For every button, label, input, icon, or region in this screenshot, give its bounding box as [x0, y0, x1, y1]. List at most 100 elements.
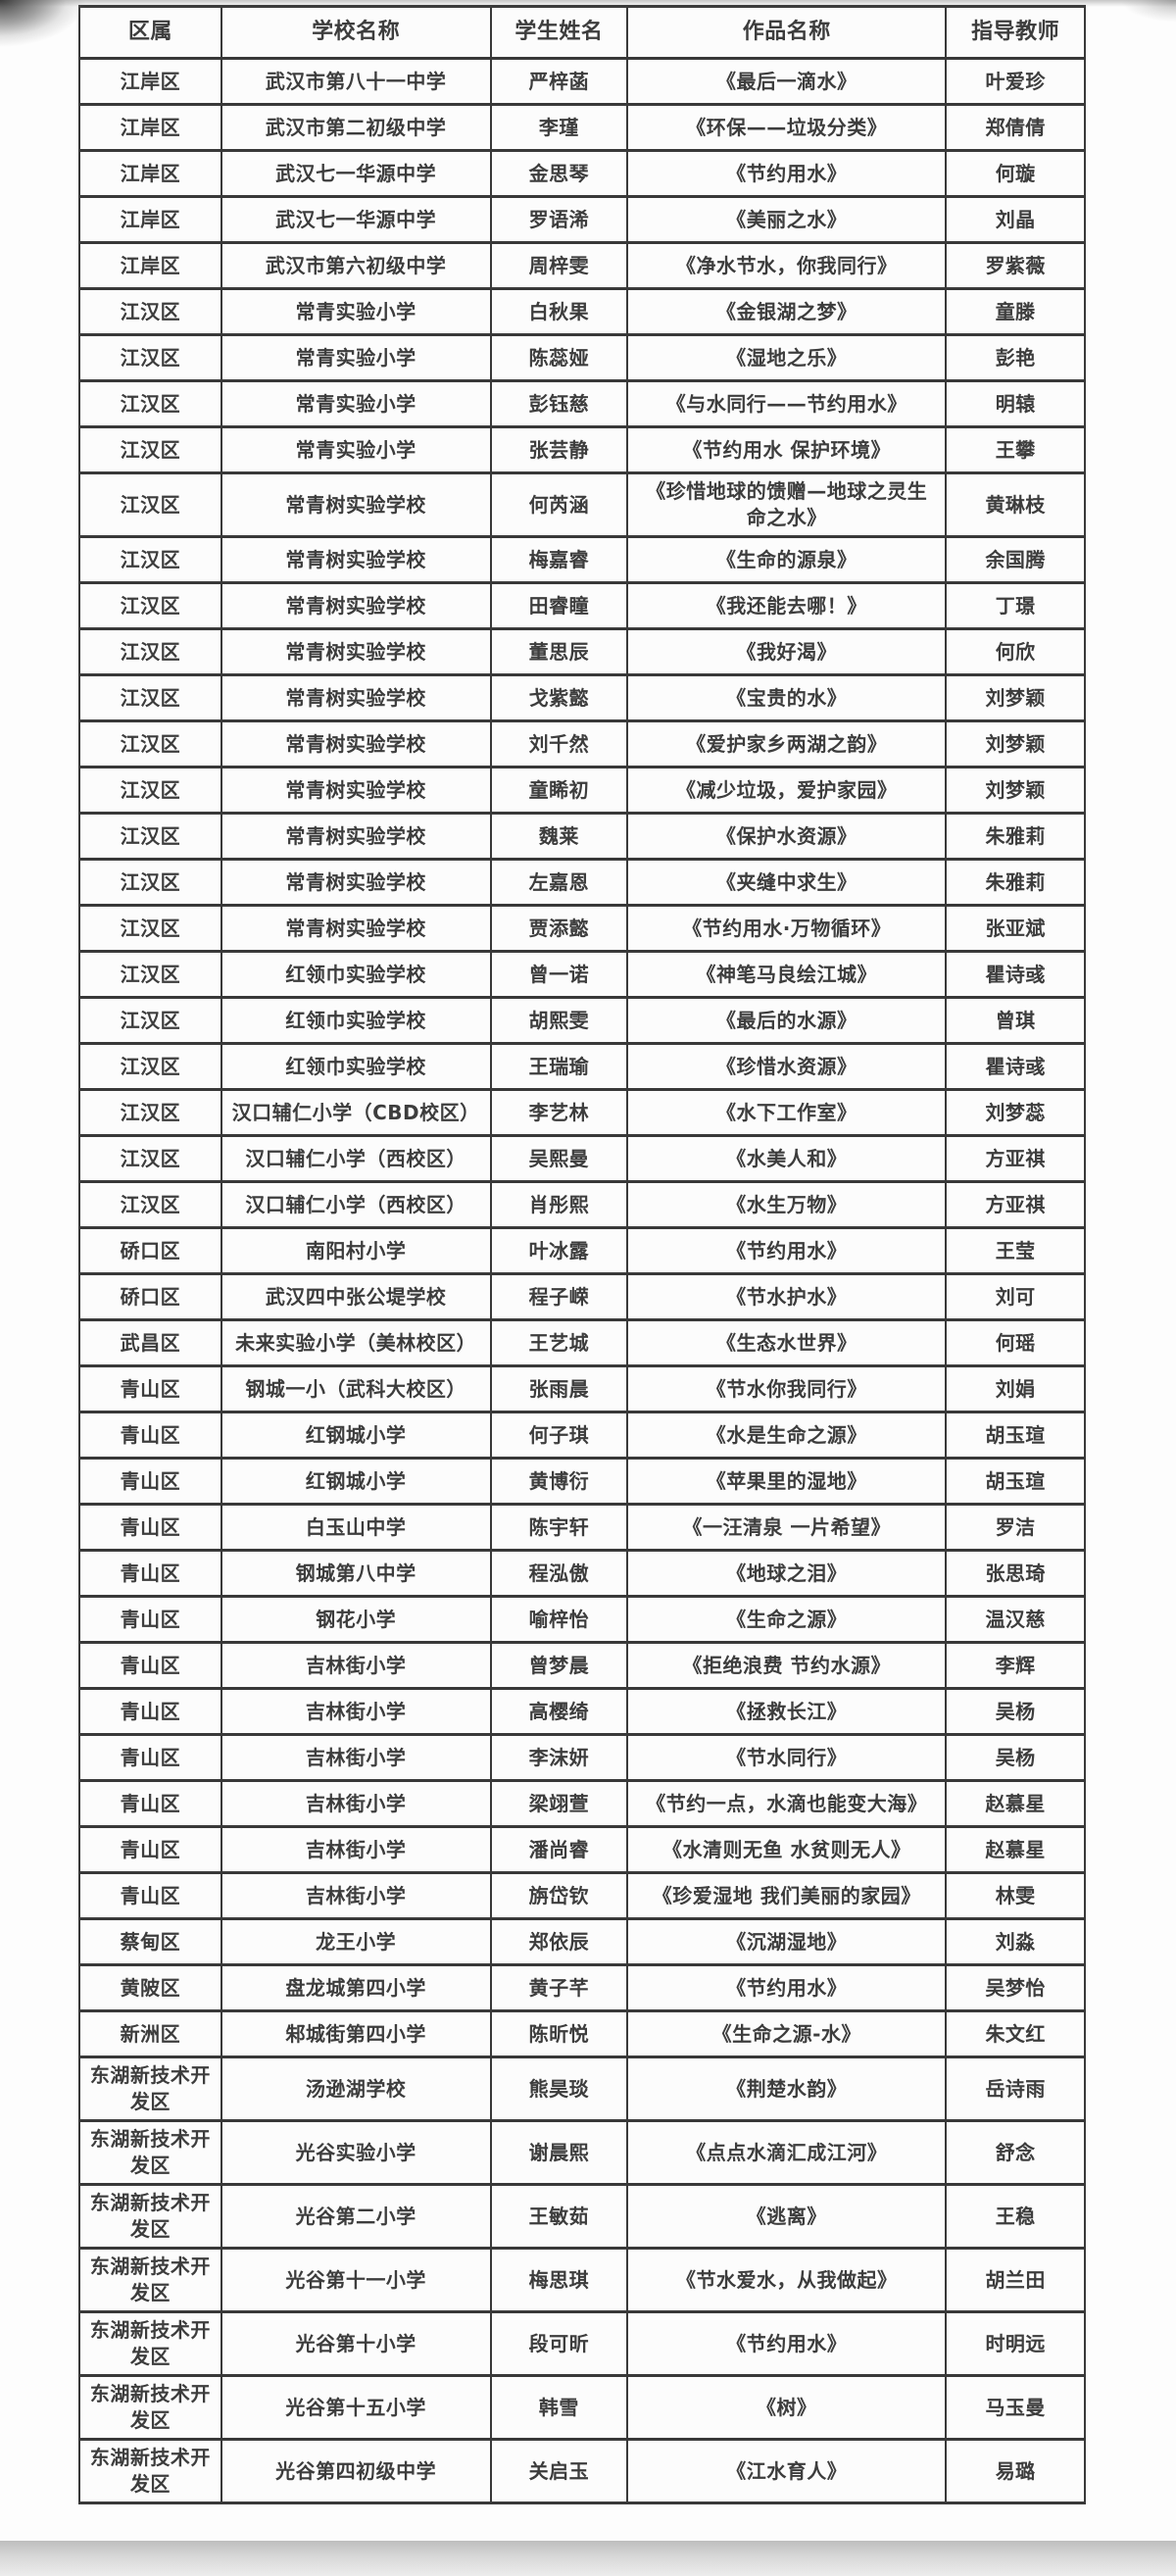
school-cell: 光谷第十一小学	[220, 2247, 492, 2313]
district-cell: 江汉区	[78, 1180, 222, 1229]
teacher-cell: 瞿诗彧	[945, 1042, 1086, 1091]
table-row: 江汉区 汉口辅仁小学（西校区） 吴熙曼 《水美人和》 方亚祺	[78, 1134, 1086, 1183]
school-cell: 武汉市第八十一中学	[220, 57, 492, 106]
work-title-cell: 《水生万物》	[626, 1180, 948, 1229]
student-name-cell: 韩雪	[489, 2374, 629, 2441]
student-name-cell: 黄博衍	[489, 1457, 629, 1506]
teacher-cell: 张思琦	[945, 1549, 1086, 1598]
school-cell: 红领巾实验学校	[220, 950, 492, 999]
table-row: 江汉区 红领巾实验学校 王瑞瑜 《珍惜水资源》 瞿诗彧	[78, 1042, 1086, 1091]
school-cell: 汉口辅仁小学（西校区）	[220, 1180, 492, 1229]
district-cell: 青山区	[78, 1595, 222, 1644]
table-row: 江汉区 常青树实验学校 童睎初 《减少垃圾，爱护家园》 刘梦颖	[78, 766, 1086, 815]
work-title-cell: 《神笔马良绘江城》	[626, 950, 948, 999]
district-cell: 黄陂区	[78, 1963, 222, 2012]
district-cell: 青山区	[78, 1364, 222, 1413]
teacher-cell: 刘梦颖	[945, 673, 1086, 722]
table-row: 江汉区 常青树实验学校 何芮涵 《珍惜地球的馈赠—地球之灵生命之水》 黄琳枝	[78, 471, 1086, 538]
school-cell: 白玉山中学	[220, 1503, 492, 1552]
school-cell: 吉林街小学	[220, 1641, 492, 1690]
teacher-cell: 方亚祺	[945, 1180, 1086, 1229]
district-cell: 青山区	[78, 1871, 222, 1920]
work-title-cell: 《最后的水源》	[626, 996, 948, 1045]
school-cell: 红领巾实验学校	[220, 996, 492, 1045]
teacher-cell: 胡玉瑄	[945, 1411, 1086, 1460]
table-row: 江汉区 常青树实验学校 戈紫懿 《宝贵的水》 刘梦颖	[78, 673, 1086, 722]
work-title-cell: 《拯救长江》	[626, 1687, 948, 1736]
school-cell: 钢花小学	[220, 1595, 492, 1644]
school-cell: 盘龙城第四小学	[220, 1963, 492, 2012]
student-name-cell: 彭钰慈	[489, 379, 629, 428]
student-name-cell: 李沫妍	[489, 1733, 629, 1782]
table-row: 江汉区 常青树实验学校 田睿瞳 《我还能去哪！》 丁璟	[78, 581, 1086, 630]
district-cell: 江汉区	[78, 719, 222, 768]
teacher-cell: 余国腾	[945, 535, 1086, 584]
student-name-cell: 段可昕	[489, 2310, 629, 2377]
table-row: 青山区 吉林街小学 旃岱钦 《珍爱湿地 我们美丽的家园》 林雯	[78, 1871, 1086, 1920]
district-cell: 江岸区	[78, 149, 222, 198]
teacher-cell: 何欣	[945, 627, 1086, 676]
table-row: 青山区 钢城第八中学 程泓傲 《地球之泪》 张思琦	[78, 1549, 1086, 1598]
teacher-cell: 刘娟	[945, 1364, 1086, 1413]
table-row: 硚口区 武汉四中张公堤学校 程子嵘 《节水护水》 刘可	[78, 1272, 1086, 1321]
teacher-cell: 罗紫薇	[945, 241, 1086, 290]
teacher-cell: 舒念	[945, 2119, 1086, 2186]
school-cell: 光谷第十五小学	[220, 2374, 492, 2441]
district-cell: 江汉区	[78, 1134, 222, 1183]
work-title-cell: 《我好渴》	[626, 627, 948, 676]
school-cell: 武汉四中张公堤学校	[220, 1272, 492, 1321]
teacher-cell: 曾琪	[945, 996, 1086, 1045]
district-cell: 青山区	[78, 1549, 222, 1598]
teacher-cell: 刘梦颖	[945, 766, 1086, 815]
photo-shadow-bottom-band	[0, 2541, 1176, 2576]
district-cell: 东湖新技术开发区	[78, 2310, 222, 2377]
work-title-cell: 《节水你我同行》	[626, 1364, 948, 1413]
teacher-cell: 吴杨	[945, 1687, 1086, 1736]
student-name-cell: 梅嘉睿	[489, 535, 629, 584]
district-cell: 青山区	[78, 1733, 222, 1782]
teacher-cell: 方亚祺	[945, 1134, 1086, 1183]
district-cell: 江岸区	[78, 103, 222, 152]
work-title-cell: 《生命之源》	[626, 1595, 948, 1644]
school-cell: 光谷第二小学	[220, 2183, 492, 2250]
teacher-cell: 丁璟	[945, 581, 1086, 630]
school-cell: 常青树实验学校	[220, 627, 492, 676]
work-title-cell: 《美丽之水》	[626, 195, 948, 244]
student-name-cell: 王艺城	[489, 1318, 629, 1367]
student-name-cell: 周梓雯	[489, 241, 629, 290]
district-cell: 江汉区	[78, 1088, 222, 1137]
teacher-cell: 罗洁	[945, 1503, 1086, 1552]
work-title-cell: 《节约用水》	[626, 1963, 948, 2012]
table-row: 青山区 吉林街小学 李沫妍 《节水同行》 吴杨	[78, 1733, 1086, 1782]
work-title-cell: 《我还能去哪！》	[626, 581, 948, 630]
school-cell: 武汉市第六初级中学	[220, 241, 492, 290]
student-name-cell: 王敏茹	[489, 2183, 629, 2250]
district-cell: 青山区	[78, 1687, 222, 1736]
district-cell: 青山区	[78, 1503, 222, 1552]
school-cell: 龙王小学	[220, 1917, 492, 1966]
student-name-cell: 李艺林	[489, 1088, 629, 1137]
table-row: 青山区 吉林街小学 潘尚睿 《水清则无鱼 水贫则无人》 赵慕星	[78, 1825, 1086, 1874]
table-row: 江岸区 武汉市第二初级中学 李瑾 《环保——垃圾分类》 郑倩倩	[78, 103, 1086, 152]
student-name-cell: 曾梦晨	[489, 1641, 629, 1690]
table-header: 区属 学校名称 学生姓名 作品名称 指导教师	[78, 5, 1086, 60]
district-cell: 江汉区	[78, 673, 222, 722]
table-row: 青山区 钢花小学 喻梓怡 《生命之源》 温汉慈	[78, 1595, 1086, 1644]
student-name-cell: 贾添懿	[489, 904, 629, 953]
work-title-cell: 《珍惜地球的馈赠—地球之灵生命之水》	[626, 471, 948, 538]
district-cell: 江岸区	[78, 241, 222, 290]
table-row: 江岸区 武汉七一华源中学 金思琴 《节约用水》 何璇	[78, 149, 1086, 198]
work-title-cell: 《节水护水》	[626, 1272, 948, 1321]
table-row: 武昌区 未来实验小学（美林校区） 王艺城 《生态水世界》 何瑶	[78, 1318, 1086, 1367]
table-row: 江岸区 武汉市第八十一中学 严梓菡 《最后一滴水》 叶爱珍	[78, 57, 1086, 106]
school-cell: 常青树实验学校	[220, 812, 492, 861]
work-title-cell: 《与水同行——节约用水》	[626, 379, 948, 428]
school-cell: 汉口辅仁小学（西校区）	[220, 1134, 492, 1183]
table-row: 东湖新技术开发区 光谷第十一小学 梅思琪 《节水爱水，从我做起》 胡兰田	[78, 2247, 1086, 2313]
district-cell: 东湖新技术开发区	[78, 2183, 222, 2250]
table-row: 江岸区 武汉市第六初级中学 周梓雯 《净水节水，你我同行》 罗紫薇	[78, 241, 1086, 290]
work-title-cell: 《沉湖湿地》	[626, 1917, 948, 1966]
district-cell: 青山区	[78, 1779, 222, 1828]
district-cell: 新洲区	[78, 2009, 222, 2058]
